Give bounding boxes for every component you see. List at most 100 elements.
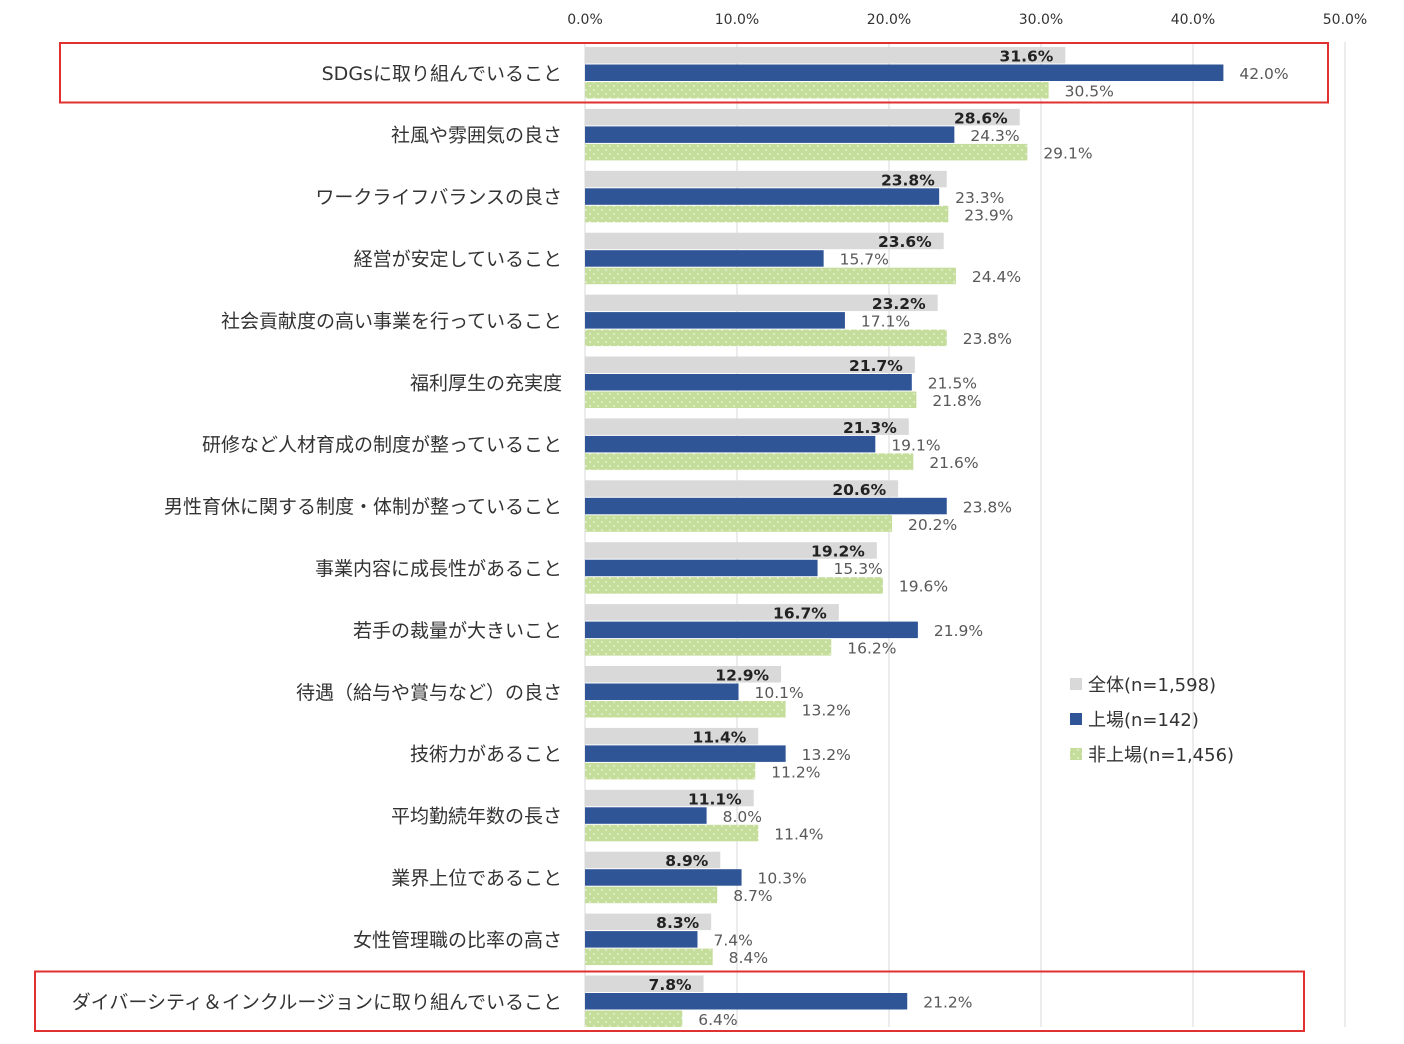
bar-unlisted <box>585 886 718 904</box>
category-label: 待遇（給与や賞与など）の良さ <box>296 682 562 704</box>
bar-all <box>585 170 947 188</box>
value-label: 8.3% <box>656 914 699 932</box>
bar-listed <box>585 374 912 391</box>
value-label: 23.9% <box>964 206 1013 224</box>
legend: 全体(n=1,598) 上場(n=142) 非上場(n=1,456) <box>1070 675 1234 766</box>
value-label: 29.1% <box>1043 144 1092 162</box>
bar-all <box>585 666 782 683</box>
value-label: 21.8% <box>932 392 981 410</box>
highlight-box <box>34 970 1305 1032</box>
value-label: 16.7% <box>773 605 827 623</box>
value-label: 21.7% <box>849 357 903 375</box>
value-label: 23.2% <box>872 295 926 313</box>
x-tick-label: 30.0% <box>1019 12 1063 28</box>
value-label: 11.2% <box>771 763 820 781</box>
bar-listed <box>585 64 1224 81</box>
category-label: 社会貢献度の高い事業を行っていること <box>221 310 562 332</box>
value-label: 15.7% <box>840 251 889 269</box>
bar-all <box>585 727 759 745</box>
legend-label: 非上場(n=1,456) <box>1088 745 1234 766</box>
bar-listed <box>585 931 698 948</box>
legend-label: 上場(n=142) <box>1088 710 1199 731</box>
value-label: 6.4% <box>698 1011 737 1029</box>
value-label: 15.3% <box>834 560 883 578</box>
bar-unlisted <box>585 948 713 966</box>
value-label: 10.3% <box>758 870 807 888</box>
value-label: 23.8% <box>963 330 1012 348</box>
bar-unlisted <box>585 1010 683 1027</box>
value-label: 8.4% <box>729 949 768 967</box>
bar-all <box>585 480 899 497</box>
category-label: 業界上位であること <box>391 867 562 889</box>
bar-listed <box>585 683 739 700</box>
x-tick-label: 40.0% <box>1171 12 1215 28</box>
value-label: 10.1% <box>755 684 804 702</box>
bars <box>585 47 1224 1027</box>
value-label: 23.8% <box>881 171 935 189</box>
value-label: 28.6% <box>954 109 1008 127</box>
value-label: 11.4% <box>774 825 823 843</box>
value-label: 20.6% <box>832 481 886 499</box>
bar-unlisted <box>585 577 883 594</box>
bar-all <box>585 108 1020 126</box>
value-label: 24.3% <box>970 127 1019 145</box>
value-label: 8.0% <box>723 808 762 826</box>
bar-unlisted <box>585 515 893 532</box>
bar-unlisted <box>585 762 756 780</box>
bar-listed <box>585 621 918 639</box>
category-label: 技術力があること <box>410 744 562 766</box>
category-label: 若手の裁量が大きいこと <box>353 620 562 642</box>
x-tick-label: 50.0% <box>1323 12 1367 28</box>
bar-listed <box>585 807 707 824</box>
category-label: ワークライフバランスの良さ <box>315 187 562 209</box>
bar-unlisted <box>585 639 832 656</box>
legend-label: 全体(n=1,598) <box>1088 675 1216 696</box>
value-label: 20.2% <box>908 516 957 534</box>
category-label: 研修など人材育成の制度が整っていること <box>202 434 562 456</box>
value-label: 19.6% <box>899 578 948 596</box>
bar-listed <box>585 745 786 762</box>
value-label: 17.1% <box>861 313 910 331</box>
category-label: SDGsに取り組んでいること <box>322 63 562 85</box>
bar-unlisted <box>585 453 914 470</box>
bar-unlisted <box>585 82 1049 99</box>
category-label: 福利厚生の充実度 <box>410 372 562 394</box>
value-label: 16.2% <box>847 640 896 658</box>
bar-listed <box>585 869 742 886</box>
legend-swatch <box>1070 748 1082 760</box>
value-label: 8.7% <box>733 887 772 905</box>
bar-unlisted <box>585 391 917 408</box>
value-label: 23.6% <box>878 233 932 251</box>
value-label: 30.5% <box>1065 83 1114 101</box>
bar-all <box>585 232 944 250</box>
category-label: 社風や雰囲気の良さ <box>391 125 562 147</box>
highlight-box <box>59 42 1329 104</box>
category-labels: SDGsに取り組んでいること社風や雰囲気の良さワークライフバランスの良さ経営が安… <box>72 63 562 1014</box>
bar-listed <box>585 435 876 453</box>
bar-all <box>585 789 754 807</box>
value-label: 21.5% <box>928 375 977 393</box>
bar-all <box>585 975 704 992</box>
value-label: 21.2% <box>923 994 972 1012</box>
value-label: 21.9% <box>934 622 983 640</box>
bar-listed <box>585 559 818 577</box>
category-label: 女性管理職の比率の高さ <box>353 929 562 951</box>
value-label: 23.8% <box>963 498 1012 516</box>
bar-listed <box>585 250 824 267</box>
bar-all <box>585 913 712 931</box>
bar-listed <box>585 993 908 1010</box>
value-label: 11.4% <box>692 728 746 746</box>
value-label: 24.4% <box>972 268 1021 286</box>
bar-all <box>585 851 721 869</box>
category-label: 経営が安定していること <box>354 248 562 270</box>
bar-unlisted <box>585 267 956 285</box>
bar-all <box>585 294 938 312</box>
x-tick-label: 0.0% <box>567 12 603 28</box>
value-label: 7.4% <box>713 932 752 950</box>
value-label: 21.3% <box>843 419 897 437</box>
value-label: 42.0% <box>1239 65 1288 83</box>
value-label: 13.2% <box>802 746 851 764</box>
value-label: 19.1% <box>891 436 940 454</box>
bar-unlisted <box>585 824 759 842</box>
